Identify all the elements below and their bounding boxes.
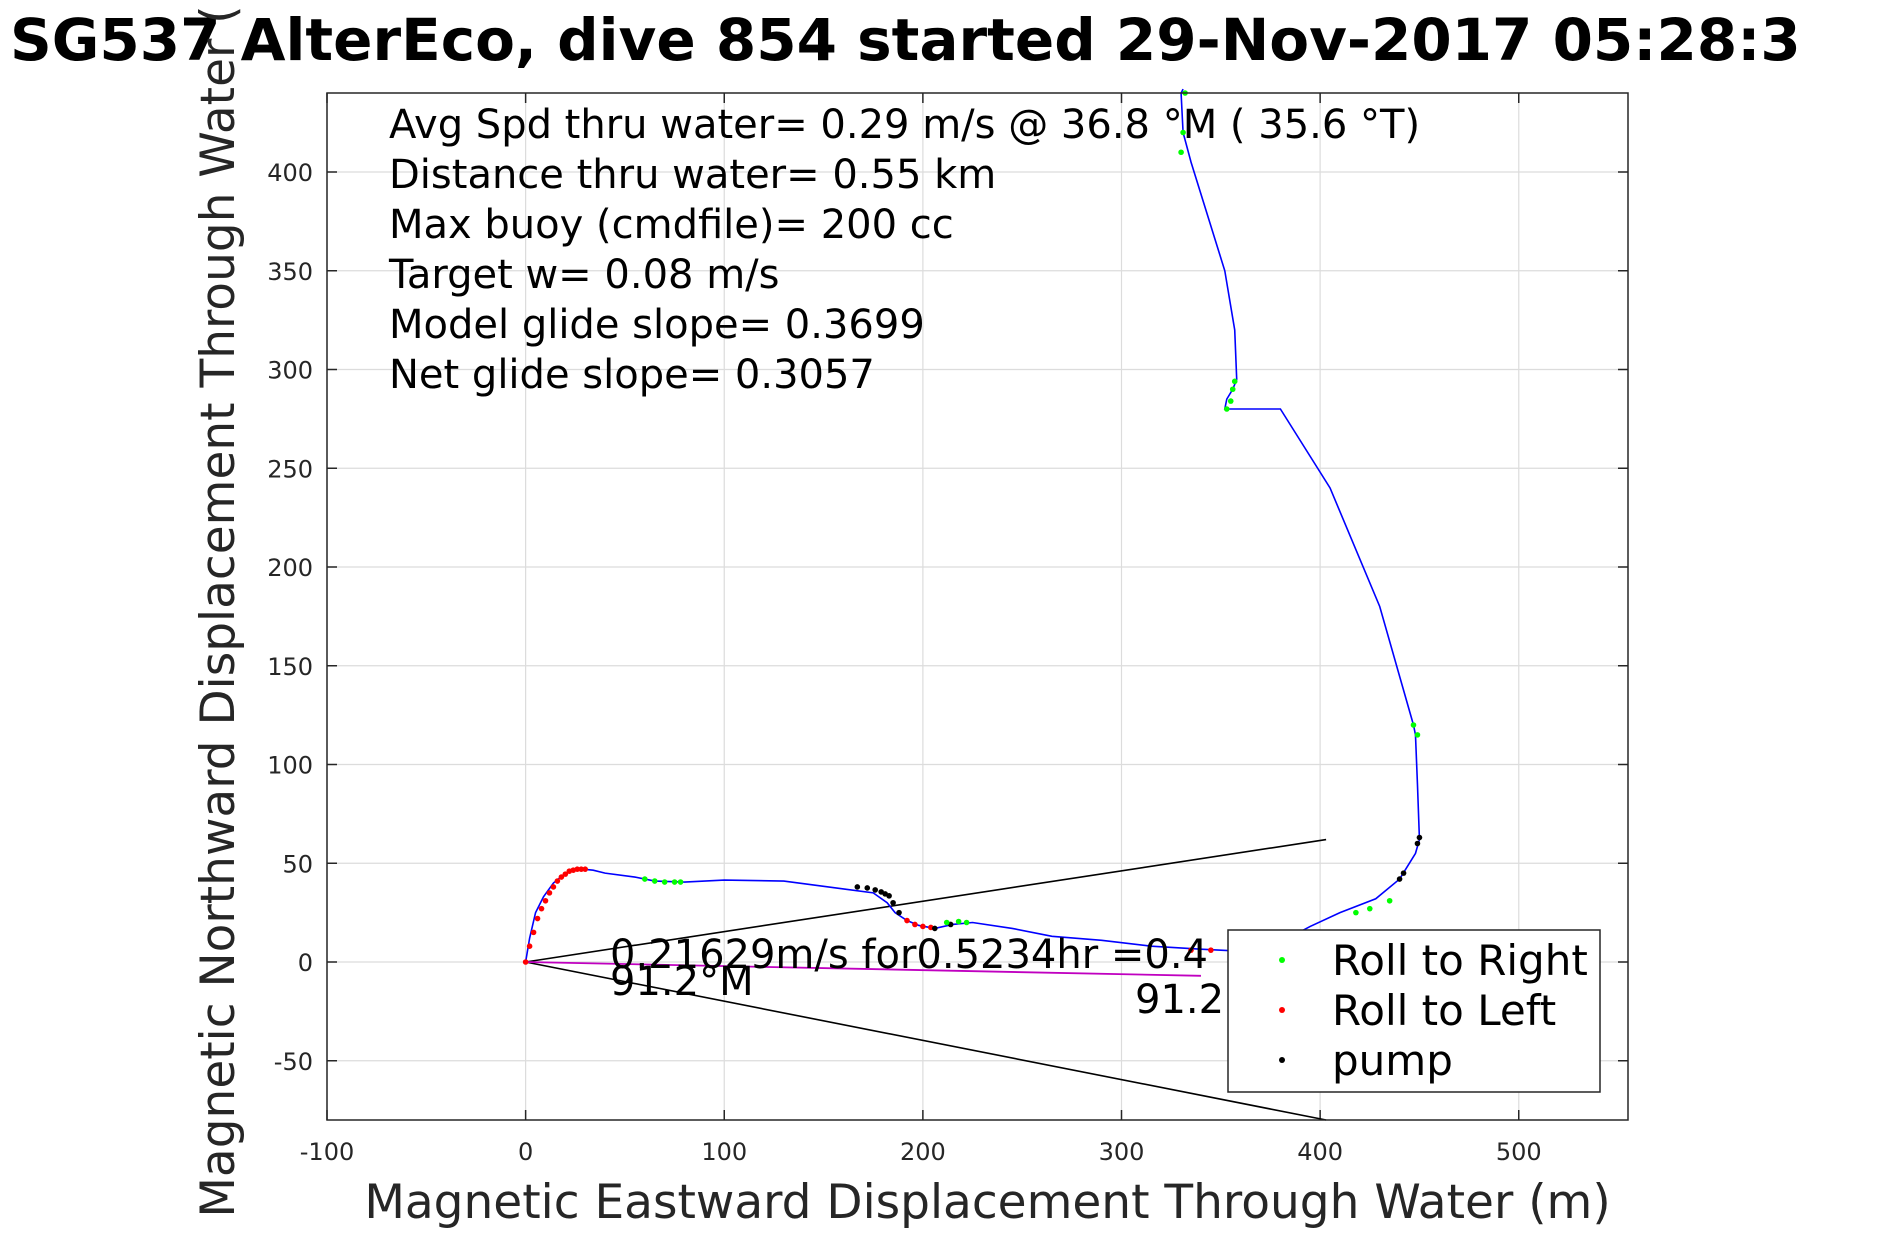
roll-right-marker (1227, 398, 1234, 404)
pump-marker (872, 887, 879, 893)
chart-title: SG537 AlterEco, dive 854 started 29-Nov-… (10, 6, 1801, 74)
roll-right-marker (1180, 129, 1186, 136)
pump-marker (1416, 834, 1423, 841)
roll-left-marker (578, 866, 585, 872)
legend-label: pump (1332, 1036, 1453, 1085)
pump-marker (1414, 840, 1421, 847)
pump-marker (896, 909, 902, 916)
roll-left-marker (904, 917, 910, 924)
x-ticks: -100 0 100 200 300 400 500 (300, 93, 1542, 1166)
roll-right-marker (661, 879, 668, 885)
roll-left-marker (920, 923, 926, 930)
roll-right-marker (671, 879, 678, 885)
pump-marker (890, 899, 896, 906)
current-annotation-line1: 0.21629m/s for0.5234hr =0.4 (610, 932, 1208, 978)
pump-marker (854, 884, 861, 890)
pump-marker (864, 885, 871, 891)
markers-layer (522, 90, 1423, 965)
roll-left-marker (574, 866, 581, 872)
roll-left-marker (1188, 947, 1194, 953)
roll-right-marker (1178, 149, 1184, 156)
y-tick-label: 350 (267, 258, 313, 286)
current-vector-line (525, 961, 1201, 977)
track-line (524, 88, 1421, 963)
roll-left-marker (542, 897, 549, 904)
y-tick-label: 100 (267, 752, 313, 780)
y-tick-label: 300 (267, 357, 313, 385)
pump-marker (931, 925, 938, 932)
y-tick-label: 150 (267, 653, 313, 681)
legend-box (1227, 929, 1601, 1093)
roll-left-marker (1208, 947, 1214, 953)
roll-left-marker (538, 905, 545, 912)
roll-left-marker (546, 890, 553, 896)
y-tick-label: -50 (274, 1048, 313, 1076)
roll-left-marker (558, 874, 565, 880)
roll-left-marker (530, 929, 537, 936)
roll-right-marker (963, 919, 970, 926)
x-tick-label: 0 (518, 1138, 533, 1166)
roll-right-marker (1414, 732, 1421, 738)
x-tick-label: -100 (300, 1138, 354, 1166)
roll-right-marker (1231, 378, 1238, 385)
roll-right-marker (1353, 909, 1359, 916)
roll-left-marker (526, 943, 533, 949)
plot-frame (326, 92, 1629, 1121)
roll-left-marker (554, 878, 561, 884)
y-tick-label: 50 (282, 850, 313, 878)
stats-line: Distance thru water= 0.55 km (389, 152, 996, 198)
y-tick-label: 200 (267, 554, 313, 582)
cone-line (525, 961, 1327, 1121)
pump-marker (1396, 876, 1403, 882)
roll-right-marker (1386, 897, 1393, 904)
current-annotation-end: 91.2 (1135, 977, 1224, 1023)
roll-left-marker (562, 871, 569, 877)
cone-line (525, 838, 1327, 963)
roll-left-marker (522, 959, 529, 965)
current-annotation-line2: 91.2°M (610, 959, 754, 1005)
legend-label: Roll to Right (1332, 936, 1588, 985)
x-tick-label: 200 (900, 1138, 946, 1166)
roll-right-marker (1366, 905, 1373, 912)
y-tick-label: 0 (298, 949, 313, 977)
y-axis-label: Magnetic Northward Displacement Through … (191, 5, 246, 1217)
x-tick-label: 400 (1297, 1138, 1343, 1166)
legend-marker (1279, 1057, 1285, 1063)
roll-right-marker (677, 879, 684, 885)
y-tick-label: 250 (267, 455, 313, 483)
stats-line: Max buoy (cmdfile)= 200 cc (389, 202, 954, 248)
roll-left-marker (534, 915, 541, 922)
x-axis-label: Magnetic Eastward Displacement Through W… (364, 1175, 1610, 1230)
stats-line: Model glide slope= 0.3699 (389, 302, 925, 348)
roll-left-marker (550, 884, 557, 890)
roll-right-marker (1223, 406, 1230, 412)
roll-right-marker (943, 919, 950, 926)
roll-right-marker (1229, 386, 1236, 393)
stats-line: Net glide slope= 0.3057 (389, 352, 875, 398)
pump-marker (1400, 870, 1407, 876)
roll-left-marker (912, 921, 918, 928)
pump-marker (886, 893, 892, 899)
legend-label: Roll to Left (1332, 986, 1556, 1035)
stats-annotation: Avg Spd thru water= 0.29 m/s @ 36.8 °M (… (388, 102, 1420, 398)
current-annotation: 0.21629m/s for0.5234hr =0.491.2°M 91.2 (610, 932, 1224, 1023)
roll-right-marker (1410, 722, 1417, 728)
roll-right-marker (955, 918, 962, 925)
x-tick-label: 500 (1496, 1138, 1542, 1166)
stats-line: Target w= 0.08 m/s (388, 252, 779, 298)
y-tick-label: 400 (267, 159, 313, 187)
legend-marker (1279, 957, 1285, 963)
x-tick-label: 100 (701, 1138, 747, 1166)
legend-marker (1279, 1007, 1285, 1013)
stats-line: Avg Spd thru water= 0.29 m/s @ 36.8 °M (… (389, 102, 1420, 148)
roll-right-marker (642, 876, 648, 882)
y-ticks: -50 0 50 100 150 200 250 300 350 400 (267, 159, 1628, 1076)
roll-left-marker (582, 866, 589, 872)
series-layer (524, 88, 1421, 1121)
x-tick-label: 300 (1099, 1138, 1145, 1166)
roll-right-marker (651, 878, 658, 884)
